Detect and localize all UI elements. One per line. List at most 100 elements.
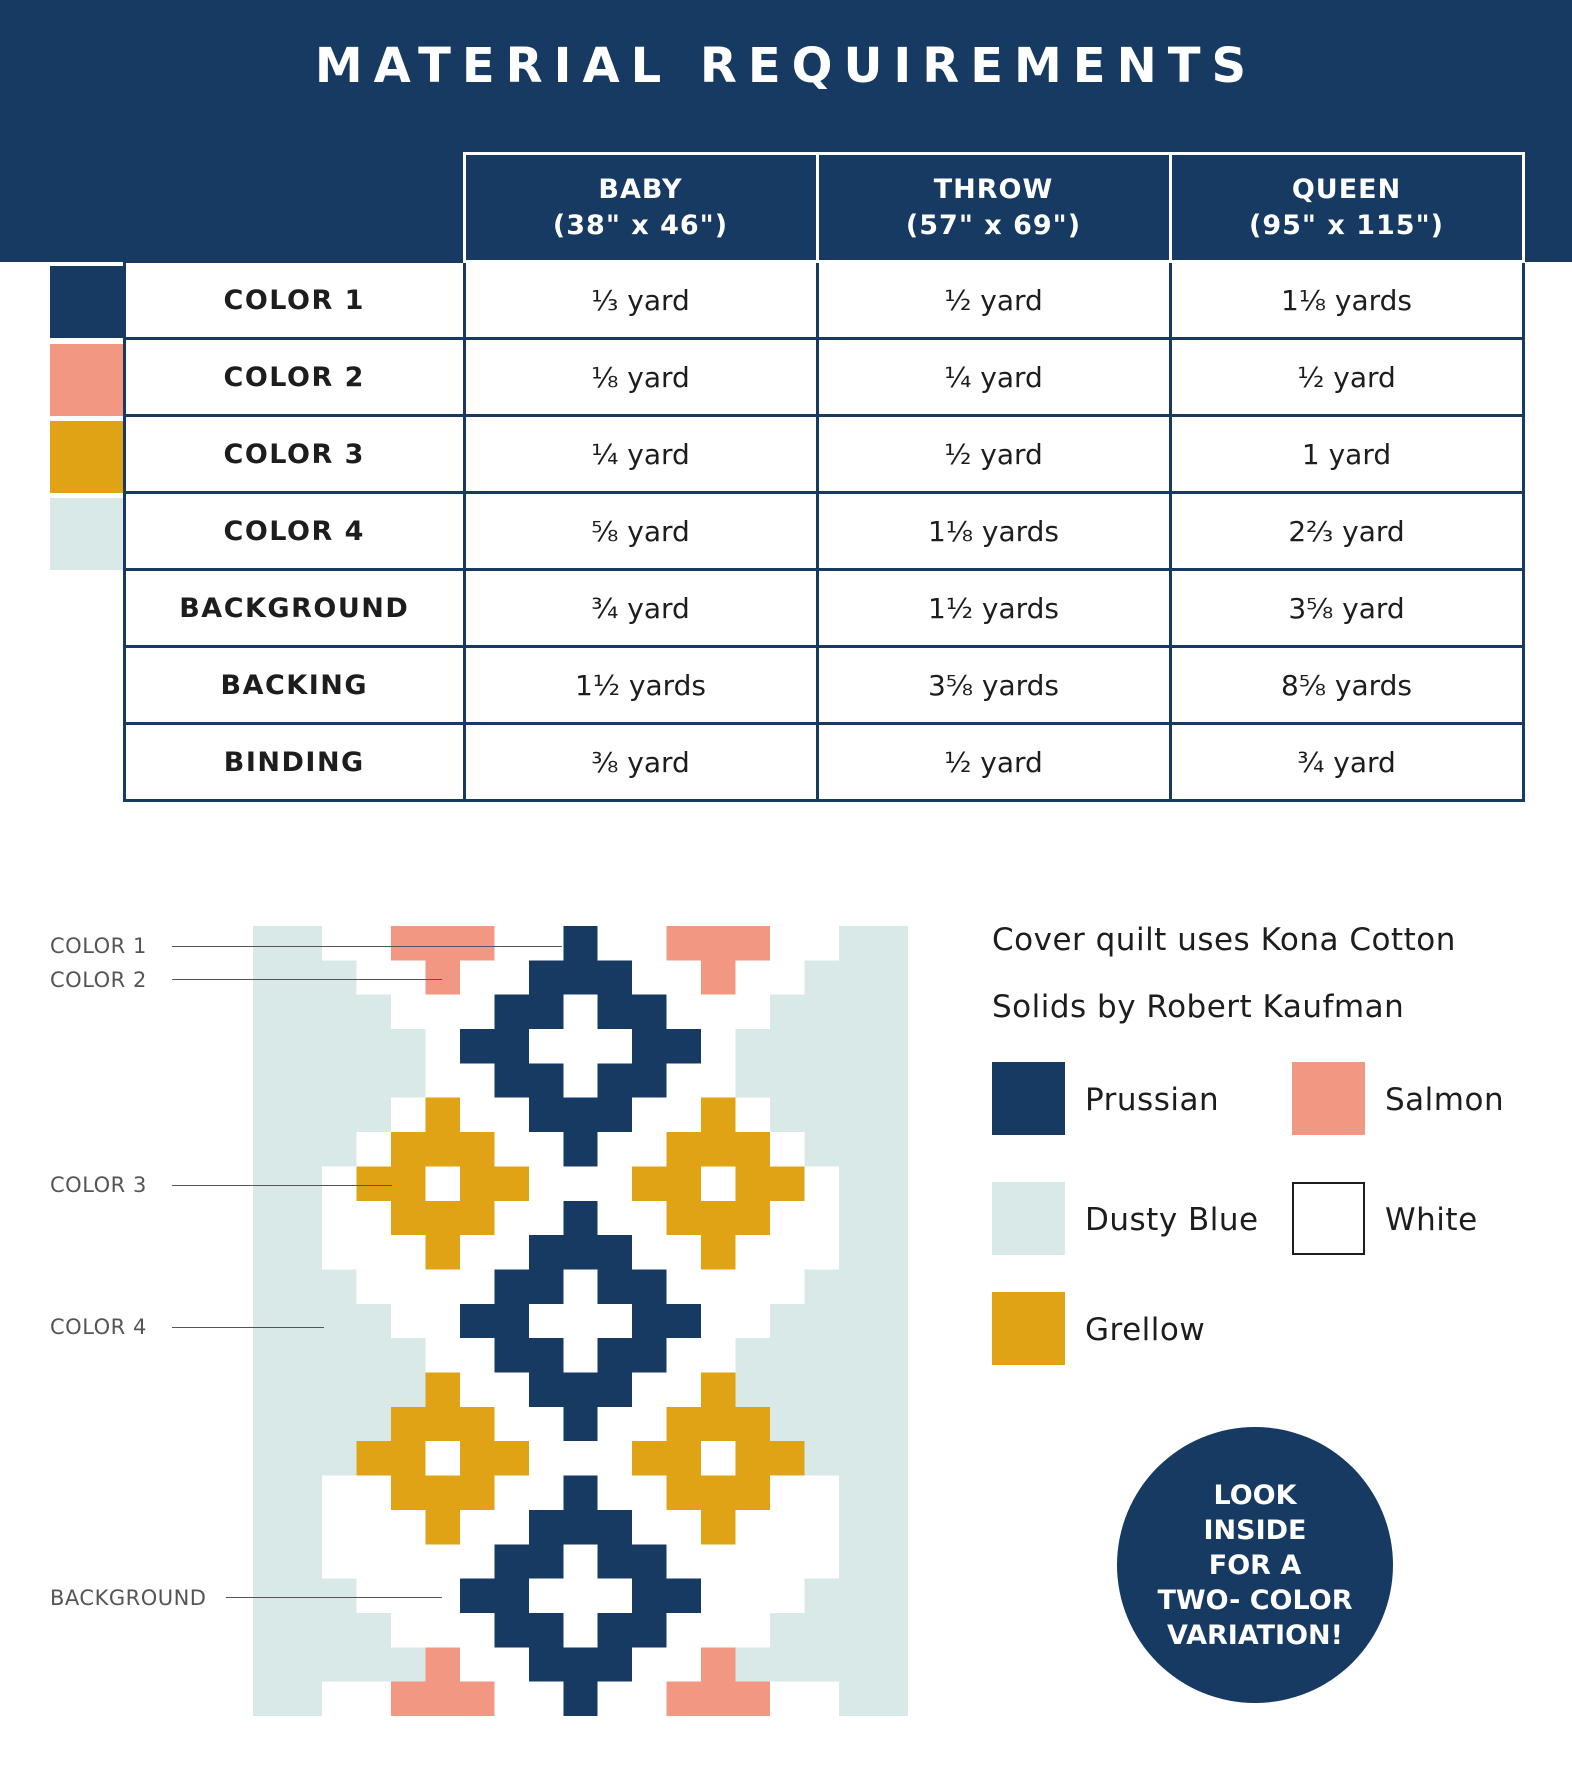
quilt-block [287,1029,323,1065]
quilt-block [666,1475,702,1511]
quilt-block [597,1406,633,1442]
quilt-block [666,926,702,962]
quilt-block [839,1132,875,1168]
quilt-block [666,1681,702,1716]
quilt-block [356,1372,392,1408]
size-name: BABY [598,173,683,205]
quilt-block [563,1475,599,1511]
quilt-block [321,1097,358,1133]
table-cell: ½ yard [1168,337,1525,417]
quilt-block [321,1441,358,1477]
quilt-block [356,1338,392,1374]
quilt-block [563,1303,599,1339]
quilt-block [528,1441,564,1477]
quilt-block [494,1269,530,1305]
quilt-block [735,1647,771,1683]
quilt-block [770,1441,806,1477]
table-cell: ⅛ yard [462,337,819,417]
quilt-block [597,1063,633,1099]
quilt-block [287,1612,323,1648]
quilt-block [770,994,806,1030]
quilt-block [701,1647,737,1683]
quilt-block [597,960,633,996]
quilt-block [632,1612,668,1648]
quilt-block [390,1200,427,1236]
quilt-block [804,926,840,962]
quilt-block [770,1372,806,1408]
quilt-block [528,960,564,996]
quilt-block [597,1097,633,1133]
quilt-block [839,1372,875,1408]
quilt-block [597,1029,633,1065]
quilt-block [287,1578,323,1614]
quilt-block [632,1029,668,1065]
callout-color-4: COLOR 4 [50,1315,147,1339]
quilt-block [287,1269,323,1305]
quilt-block [839,960,875,996]
quilt-block [735,1612,771,1648]
quilt-block [735,1509,771,1545]
quilt-block [563,926,599,962]
promo-line: LOOK [1213,1479,1297,1511]
promo-line: VARIATION! [1167,1619,1343,1651]
table-cell: 1 yard [1168,414,1525,494]
quilt-block [873,1681,908,1716]
quilt-block [735,1166,771,1202]
callout-background: BACKGROUND [50,1586,207,1610]
quilt-block [356,1578,392,1614]
quilt-block [253,1372,289,1408]
quilt-block [321,1578,358,1614]
quilt-block [563,1132,599,1168]
quilt-block [839,1509,875,1545]
quilt-block [494,960,530,996]
quilt-block [839,1166,875,1202]
quilt-block [528,1269,564,1305]
quilt-block [804,1235,840,1271]
quilt-block [528,994,564,1030]
quilt-block [425,1612,461,1648]
quilt-block [632,1132,668,1168]
quilt-block [666,1097,702,1133]
quilt-block [356,1303,392,1339]
quilt-block [632,926,668,962]
quilt-block [804,1132,840,1168]
quilt-block [735,1200,771,1236]
table-cell: 2⅔ yard [1168,491,1525,571]
quilt-block [701,1029,737,1065]
quilt-block [253,1303,289,1339]
quilt-block [563,1235,599,1271]
quilt-block [425,926,461,962]
quilt-block [494,994,530,1030]
quilt-block [253,1132,289,1168]
quilt-block [528,1372,564,1408]
quilt-block [701,1441,737,1477]
quilt-block [287,1647,323,1683]
quilt-block [356,1509,392,1545]
quilt-block [494,1063,530,1099]
quilt-block [321,1132,358,1168]
table-cell: 3⅝ yards [815,645,1172,725]
legend-label-white: White [1385,1202,1478,1238]
quilt-block [873,1612,908,1648]
page-title: MATERIAL REQUIREMENTS [314,38,1258,94]
quilt-block [459,1029,496,1065]
quilt-block [701,1406,737,1442]
quilt-block [356,1544,392,1580]
quilt-block [632,994,668,1030]
quilt-block [321,1372,358,1408]
quilt-block [804,1406,840,1442]
callout-line [226,1597,442,1598]
quilt-block [425,1029,461,1065]
credit-line-1: Cover quilt uses Kona Cotton [992,922,1456,958]
quilt-block [321,1681,358,1716]
quilt-block [770,1269,806,1305]
quilt-block [356,1097,392,1133]
legend-swatch-prussian [992,1062,1065,1135]
quilt-block [528,1544,564,1580]
quilt-block [804,1166,840,1202]
quilt-block [390,1578,427,1614]
quilt-block [804,1544,840,1580]
quilt-block [632,1063,668,1099]
table-cell: ¼ yard [815,337,1172,417]
table-cell: ⅓ yard [462,260,819,340]
